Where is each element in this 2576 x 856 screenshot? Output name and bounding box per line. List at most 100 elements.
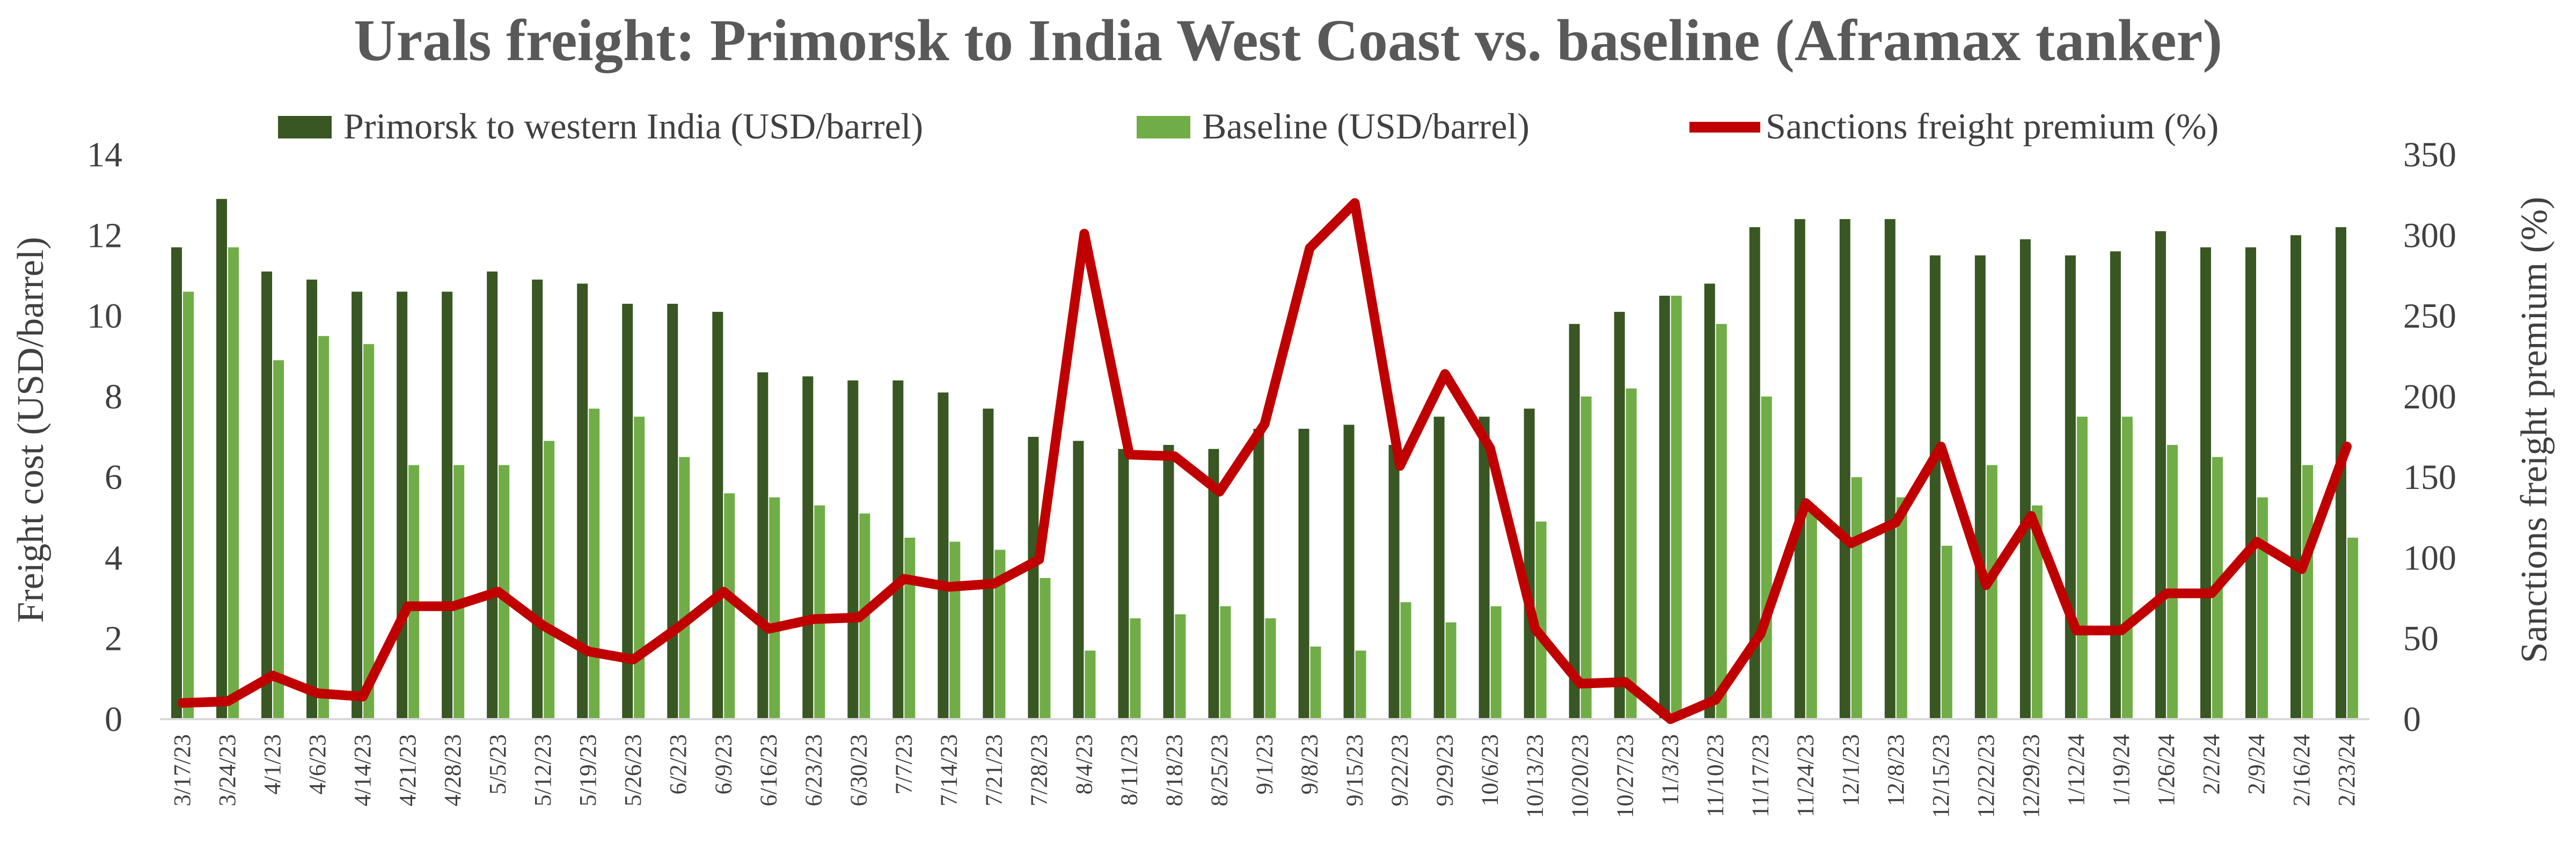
bar-baseline (2257, 497, 2268, 719)
bar-baseline (1220, 606, 1231, 719)
x-tick-label: 7/7/23 (890, 734, 917, 794)
bar-primorsk (171, 247, 182, 719)
bar-primorsk (1704, 283, 1715, 719)
bar-baseline (1761, 396, 1772, 719)
bar-primorsk (1388, 445, 1400, 719)
bar-baseline (2347, 537, 2358, 719)
bar-primorsk (1569, 324, 1580, 719)
x-tick-label: 2/16/24 (2288, 734, 2315, 806)
y-tick-label: 12 (87, 216, 122, 255)
bar-baseline (724, 493, 735, 719)
bar-primorsk (847, 380, 859, 719)
bar-primorsk (577, 283, 588, 719)
bar-primorsk (892, 380, 904, 719)
bar-primorsk (2019, 239, 2031, 719)
y2-tick-label: 50 (2403, 619, 2439, 659)
x-tick-label: 12/22/23 (1973, 734, 1999, 818)
x-tick-label: 1/19/24 (2108, 734, 2134, 806)
y2-tick-label: 250 (2403, 297, 2456, 336)
bar-baseline (183, 291, 194, 719)
bar-primorsk (1298, 428, 1309, 719)
bar-baseline (363, 344, 375, 719)
x-tick-label: 12/8/23 (1883, 734, 1909, 806)
bar-baseline (904, 537, 916, 719)
bar-primorsk (2110, 251, 2121, 719)
bar-baseline (994, 550, 1006, 719)
premium-line-layer (178, 198, 2352, 724)
x-tick-label: 3/24/23 (214, 734, 240, 806)
y-axis-ticks: 0 2 4 6 8 10 12 14 (87, 135, 122, 739)
x-tick-label: 11/3/23 (1657, 734, 1684, 806)
x-tick-label: 12/15/23 (1928, 734, 1954, 818)
bar-baseline (1716, 324, 1727, 719)
bar-baseline (1355, 650, 1366, 719)
y-tick-label: 6 (105, 458, 122, 497)
y2-tick-label: 150 (2403, 458, 2456, 497)
bar-baseline (2076, 416, 2088, 719)
bar-baseline (1580, 396, 1592, 719)
bar-primorsk (442, 291, 453, 719)
bar-primorsk (1749, 227, 1760, 719)
x-tick-label: 7/14/23 (935, 734, 962, 806)
x-tick-label: 9/1/23 (1252, 734, 1278, 794)
bar-baseline (408, 465, 420, 719)
chart-title: Urals freight: Primorsk to India West Co… (354, 8, 2222, 73)
bar-baseline (2121, 416, 2133, 719)
bar-primorsk (306, 279, 318, 719)
x-tick-label: 6/23/23 (800, 734, 826, 806)
x-tick-label: 10/6/23 (1477, 734, 1503, 806)
x-tick-label: 10/27/23 (1612, 734, 1638, 818)
x-tick-label: 9/8/23 (1297, 734, 1323, 794)
bar-primorsk (1614, 312, 1625, 719)
bar-primorsk (1974, 255, 1986, 719)
x-tick-label: 9/15/23 (1342, 734, 1368, 806)
x-tick-label: 4/21/23 (394, 734, 421, 806)
y2-tick-label: 0 (2403, 700, 2421, 739)
y2-tick-label: 200 (2403, 377, 2456, 416)
x-tick-label: 4/14/23 (349, 734, 376, 806)
y2-tick-label: 100 (2403, 538, 2456, 577)
bar-baseline (1490, 606, 1502, 719)
x-tick-label: 6/9/23 (710, 734, 736, 794)
bar-baseline (2031, 505, 2043, 719)
bar-primorsk (983, 408, 994, 719)
legend-label-primorsk: Primorsk to western India (USD/barrel) (343, 106, 923, 147)
bar-primorsk (397, 291, 408, 719)
bar-baseline (1085, 650, 1096, 719)
bar-primorsk (1433, 416, 1445, 719)
premium-line (178, 198, 2352, 724)
bar-primorsk (352, 291, 363, 719)
bar-baseline (318, 336, 330, 719)
bar-primorsk (1073, 441, 1084, 719)
bar-baseline (1851, 477, 1862, 719)
y2-axis-ticks: 0 50 100 150 200 250 300 350 (2403, 135, 2456, 739)
bar-primorsk (1163, 445, 1174, 719)
x-tick-label: 11/10/23 (1702, 734, 1729, 817)
bar-primorsk (1028, 437, 1039, 719)
bar-primorsk (2155, 231, 2166, 719)
bar-baseline (1626, 388, 1637, 719)
y2-axis-title: Sanctions freight premium (%) (2514, 197, 2555, 663)
bar-baseline (589, 408, 600, 719)
x-tick-label: 8/25/23 (1206, 734, 1233, 806)
x-tick-label: 2/9/24 (2243, 734, 2270, 794)
x-tick-label: 11/17/23 (1747, 734, 1774, 817)
bar-baseline (2167, 445, 2178, 719)
bar-primorsk (1343, 425, 1355, 719)
bar-baseline (769, 497, 780, 719)
bar-primorsk (1884, 219, 1896, 719)
x-tick-label: 7/21/23 (980, 734, 1007, 806)
x-tick-label: 8/4/23 (1071, 734, 1097, 794)
x-tick-label: 7/28/23 (1026, 734, 1052, 806)
x-tick-label: 10/20/23 (1567, 734, 1593, 818)
bar-primorsk (2245, 247, 2256, 719)
bar-baseline (228, 247, 239, 719)
bar-primorsk (1929, 255, 1941, 719)
y-tick-label: 14 (87, 135, 122, 174)
bar-primorsk (802, 376, 814, 719)
bars (171, 199, 2358, 720)
legend-label-premium: Sanctions freight premium (%) (1766, 106, 2219, 147)
bar-baseline (1310, 646, 1321, 719)
x-tick-label: 12/1/23 (1838, 734, 1864, 806)
